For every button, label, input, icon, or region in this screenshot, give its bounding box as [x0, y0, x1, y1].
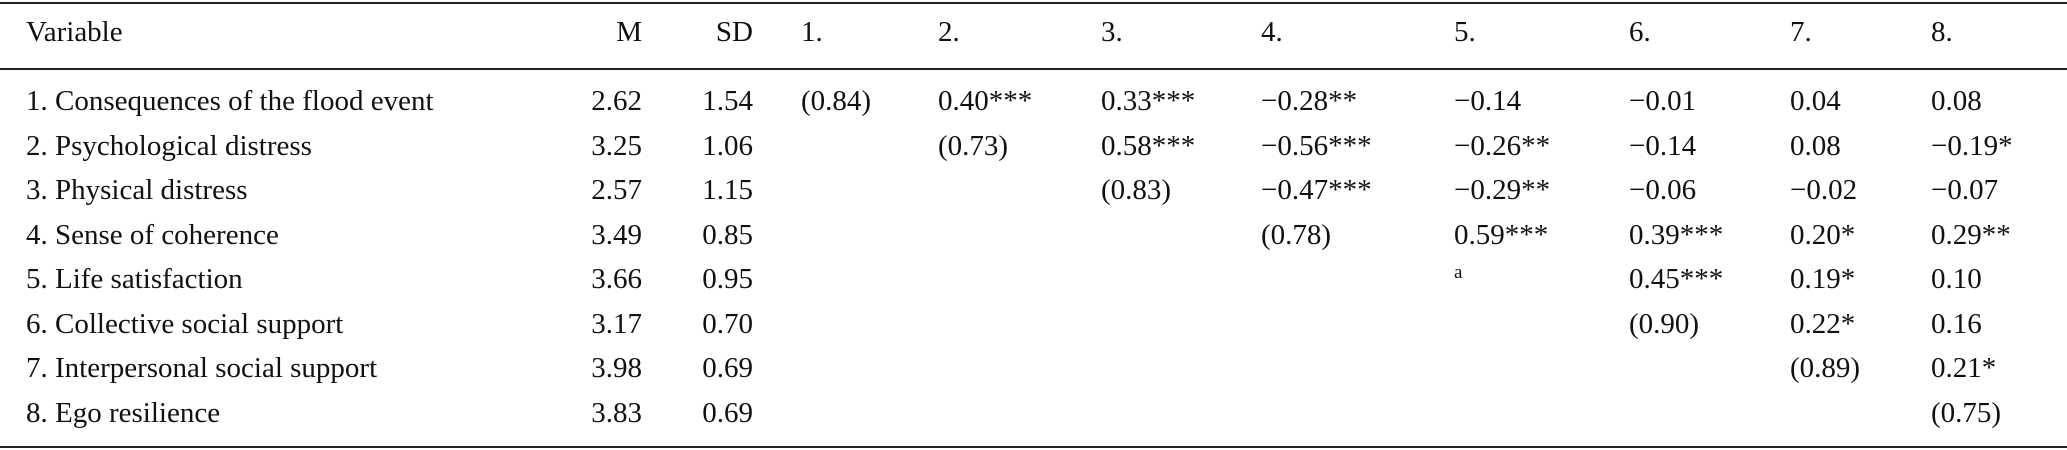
row-label: 1. Consequences of the flood event — [26, 85, 434, 117]
cell: 0.08 — [1790, 129, 1841, 162]
cell: −0.02 — [1790, 174, 1858, 206]
cell: −0.07 — [1931, 174, 1999, 206]
cell: −0.26** — [1454, 129, 1551, 162]
cell: 0.45*** — [1629, 263, 1724, 295]
cell: (0.78) — [1261, 218, 1332, 251]
header-cell: 2. — [938, 16, 960, 48]
cell: 0.69 — [702, 396, 753, 429]
cell: 0.08 — [1931, 85, 1982, 117]
cell: (0.84) — [801, 85, 872, 117]
row-label: 5. Life satisfaction — [26, 263, 243, 295]
header-rule — [0, 68, 2067, 70]
row-label: 7. Interpersonal social support — [26, 352, 378, 384]
row-label: 6. Collective social support — [26, 307, 344, 340]
cell: 0.70 — [702, 307, 753, 340]
cell: −0.19* — [1931, 129, 2013, 162]
cell: 0.40*** — [938, 85, 1033, 117]
cell: 2.57 — [591, 174, 642, 206]
cell: 0.59*** — [1454, 218, 1549, 251]
header-cell: 8. — [1931, 16, 1953, 48]
cell: 0.33*** — [1101, 85, 1196, 117]
cell: 1.15 — [702, 174, 753, 206]
cell: 0.69 — [702, 352, 753, 384]
cell: 3.66 — [591, 263, 642, 295]
cell: 3.83 — [591, 396, 642, 429]
cell: 3.25 — [591, 129, 642, 162]
cell: (0.89) — [1790, 352, 1861, 384]
cell: −0.29** — [1454, 174, 1551, 206]
cell: 2.62 — [591, 85, 642, 117]
cell: 0.22* — [1790, 307, 1856, 340]
row-label: 4. Sense of coherence — [26, 218, 279, 251]
header-cell: 4. — [1261, 16, 1283, 48]
cell: 1.06 — [702, 129, 753, 162]
cell: −0.14 — [1629, 129, 1697, 162]
row-label: 8. Ego resilience — [26, 396, 221, 429]
cell: 3.49 — [591, 218, 642, 251]
cell: −0.28** — [1261, 85, 1358, 117]
row-label: 3. Physical distress — [26, 174, 248, 206]
cell: (0.90) — [1629, 307, 1700, 340]
header-cell: 5. — [1454, 16, 1476, 48]
header-cell: M — [616, 16, 642, 48]
header-cell: 6. — [1629, 16, 1651, 48]
cell: (0.75) — [1931, 396, 2002, 429]
cell: 0.58*** — [1101, 129, 1196, 162]
row-label: 2. Psychological distress — [26, 129, 312, 162]
cell: 0.19* — [1790, 263, 1856, 295]
cell: 0.95 — [702, 263, 753, 295]
cell: −0.56*** — [1261, 129, 1372, 162]
header-cell: 7. — [1790, 16, 1812, 48]
header-cell: 3. — [1101, 16, 1123, 48]
bottom-rule — [0, 446, 2067, 448]
cell: (0.73) — [938, 129, 1009, 162]
cell: −0.47*** — [1261, 174, 1372, 206]
cell: (0.83) — [1101, 174, 1172, 206]
cell: a — [1454, 262, 1463, 283]
cell: 0.29** — [1931, 218, 2011, 251]
cell: 0.16 — [1931, 307, 1982, 340]
cell: 0.04 — [1790, 85, 1841, 117]
cell: −0.01 — [1629, 85, 1697, 117]
cell: −0.06 — [1629, 174, 1697, 206]
cell: 3.98 — [591, 352, 642, 384]
cell: 1.54 — [702, 85, 753, 117]
header-cell: Variable — [26, 16, 123, 48]
header-cell: SD — [715, 16, 753, 48]
cell: 0.21* — [1931, 352, 1997, 384]
cell: 3.17 — [591, 307, 642, 340]
header-cell: 1. — [801, 16, 823, 48]
cell: 0.39*** — [1629, 218, 1724, 251]
cell: −0.14 — [1454, 85, 1522, 117]
cell: 0.85 — [702, 218, 753, 251]
top-rule — [0, 2, 2067, 4]
cell: 0.10 — [1931, 263, 1982, 295]
cell: 0.20* — [1790, 218, 1856, 251]
